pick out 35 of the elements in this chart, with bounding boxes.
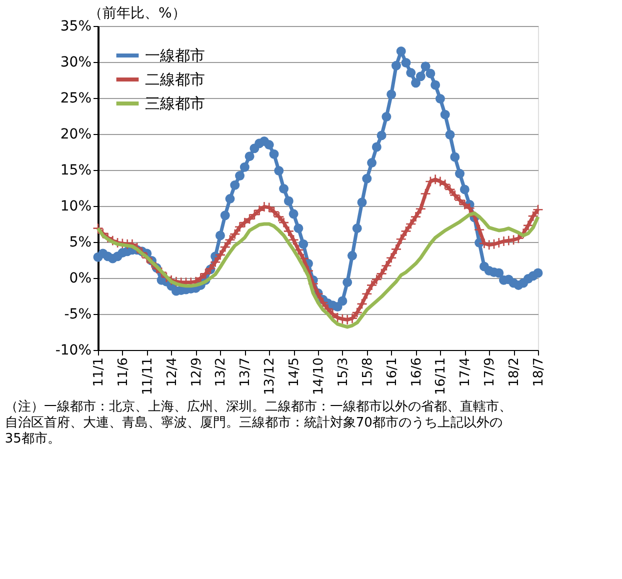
y-tick-label: 35% bbox=[60, 18, 92, 34]
legend-label: 二線都市 bbox=[145, 70, 205, 88]
y-tick-label: 30% bbox=[60, 54, 92, 70]
x-tick-label: 17/9 bbox=[482, 358, 498, 387]
x-tick-label: 13/2 bbox=[214, 358, 229, 387]
text: （注）一線都市：北京、上海、広州、深圳。二線都市：一線都市以外の省都、直轄市、自治区首府、大連、青島、寧波、厦門。三線都市：統計対象70都市のうち上記以外の35都市。 bbox=[4, 398, 512, 446]
x-tick-label: 13/7 bbox=[238, 358, 254, 387]
y-tick-label: 25% bbox=[60, 90, 92, 106]
y-tick-label: -10% bbox=[55, 342, 92, 358]
x-tick-label: 16/11 bbox=[434, 358, 449, 395]
line-series bbox=[96, 211, 540, 329]
x-tick-label: 13/12 bbox=[262, 358, 278, 395]
x-tick-label: 11/1 bbox=[92, 358, 106, 387]
x-tick-label: 12/4 bbox=[164, 358, 180, 387]
x-tick-label: 17/4 bbox=[458, 358, 474, 387]
x-tick-label: 11/6 bbox=[116, 358, 131, 387]
legend-label: 三線都市 bbox=[145, 94, 205, 112]
y-tick-label: 5% bbox=[69, 234, 92, 250]
y-axis-title: （前年比、%） bbox=[88, 6, 186, 22]
x-tick-label: 18/2 bbox=[507, 358, 522, 387]
y-tick-label: 20% bbox=[60, 126, 92, 142]
y-tick-label: 0% bbox=[69, 270, 92, 286]
x-tick-label: 15/3 bbox=[336, 358, 351, 387]
x-tick-label: 12/9 bbox=[189, 358, 204, 387]
x-tick-label: 16/6 bbox=[409, 358, 424, 387]
x-tick-label: 16/1 bbox=[384, 358, 400, 387]
y-tick-label: 15% bbox=[60, 162, 92, 178]
x-tick-label: 11/11 bbox=[140, 358, 156, 395]
x-tick-label: 15/8 bbox=[360, 358, 376, 387]
x-tick-label: 18/7 bbox=[532, 358, 546, 387]
x-tick-label: 14/5 bbox=[287, 358, 302, 387]
legend-label: 一線都市 bbox=[145, 46, 205, 64]
y-tick-label: 10% bbox=[60, 198, 92, 214]
x-tick-label: 14/10 bbox=[312, 358, 326, 395]
y-tick-label: -5% bbox=[64, 306, 92, 322]
